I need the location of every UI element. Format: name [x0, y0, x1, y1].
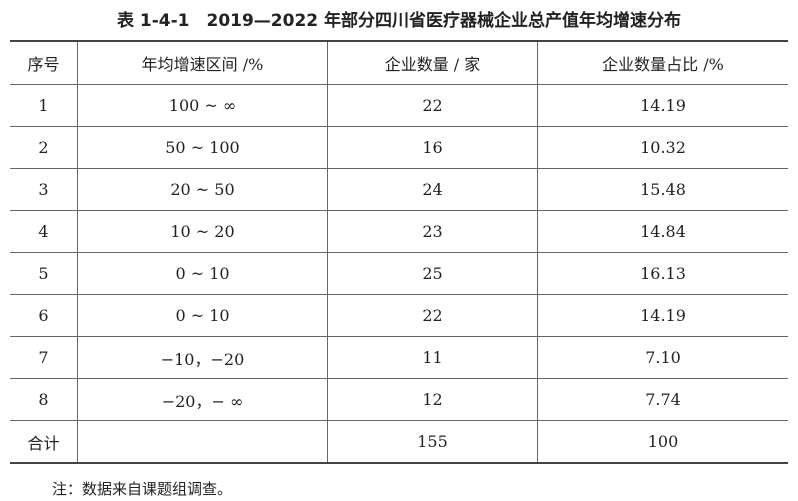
header-index: 序号 — [10, 41, 78, 85]
cell-range: 10 ~ 20 — [77, 210, 328, 253]
cell-range: 100 ~ ∞ — [77, 84, 328, 127]
cell-count: 24 — [327, 168, 538, 211]
cell-share: 15.48 — [537, 168, 788, 211]
header-count: 企业数量 / 家 — [327, 41, 538, 85]
cell-share: 16.13 — [537, 252, 788, 295]
table-row: 4 10 ~ 20 23 14.84 — [10, 210, 788, 253]
cell-index: 合计 — [10, 420, 78, 464]
cell-share: 10.32 — [537, 126, 788, 169]
cell-range: −10，−20 — [77, 336, 328, 379]
cell-index: 8 — [10, 378, 78, 421]
cell-count: 16 — [327, 126, 538, 169]
cell-count: 11 — [327, 336, 538, 379]
cell-index: 7 — [10, 336, 78, 379]
cell-share: 14.19 — [537, 294, 788, 337]
cell-share: 14.84 — [537, 210, 788, 253]
table-row: 7 −10，−20 11 7.10 — [10, 336, 788, 379]
cell-count: 22 — [327, 84, 538, 127]
header-share: 企业数量占比 /% — [537, 41, 788, 85]
cell-range: 0 ~ 10 — [77, 294, 328, 337]
footnote: 注：数据来自课题组调查。 — [52, 480, 233, 498]
header-range: 年均增速区间 /% — [77, 41, 328, 85]
table-row: 合计 155 100 — [10, 420, 788, 464]
cell-count: 12 — [327, 378, 538, 421]
cell-count: 155 — [327, 420, 538, 464]
cell-range: 50 ~ 100 — [77, 126, 328, 169]
cell-share: 7.74 — [537, 378, 788, 421]
cell-index: 5 — [10, 252, 78, 295]
cell-range: 0 ~ 10 — [77, 252, 328, 295]
cell-share: 7.10 — [537, 336, 788, 379]
cell-share: 100 — [537, 420, 788, 464]
table-row: 2 50 ~ 100 16 10.32 — [10, 126, 788, 169]
cell-index: 6 — [10, 294, 78, 337]
cell-share: 14.19 — [537, 84, 788, 127]
table-row: 1 100 ~ ∞ 22 14.19 — [10, 84, 788, 127]
growth-distribution-table: 序号 年均增速区间 /% 企业数量 / 家 企业数量占比 /% 1 100 ~ ∞… — [10, 40, 788, 464]
table-row: 8 −20，− ∞ 12 7.74 — [10, 378, 788, 421]
cell-range: −20，− ∞ — [77, 378, 328, 421]
header-row: 序号 年均增速区间 /% 企业数量 / 家 企业数量占比 /% — [10, 41, 788, 85]
cell-index: 3 — [10, 168, 78, 211]
table-row: 3 20 ~ 50 24 15.48 — [10, 168, 788, 211]
cell-index: 1 — [10, 84, 78, 127]
cell-count: 25 — [327, 252, 538, 295]
table-title: 表 1-4-1 2019—2022 年部分四川省医疗器械企业总产值年均增速分布 — [116, 11, 682, 31]
cell-index: 2 — [10, 126, 78, 169]
cell-count: 22 — [327, 294, 538, 337]
cell-index: 4 — [10, 210, 78, 253]
cell-count: 23 — [327, 210, 538, 253]
cell-range — [77, 420, 328, 464]
cell-range: 20 ~ 50 — [77, 168, 328, 211]
